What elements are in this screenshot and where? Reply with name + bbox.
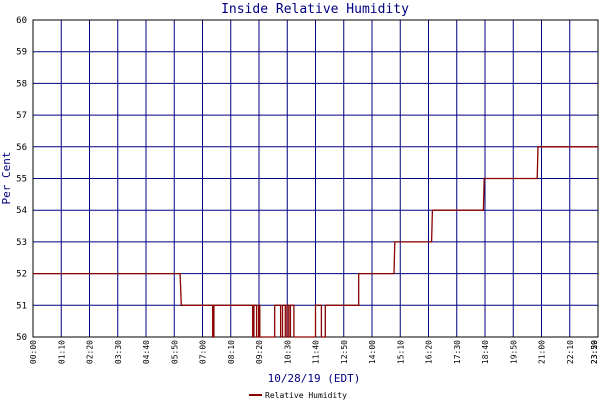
- y-tick-label: 53: [16, 238, 27, 248]
- x-axis-label: 10/28/19 (EDT): [268, 372, 361, 385]
- x-tick-label: 03:30: [114, 340, 123, 364]
- y-tick-label: 56: [16, 143, 27, 153]
- series-line-relative-humidity: [33, 146, 598, 338]
- y-tick-labels: 50 51 52 53 54 55 56 57 58 59 60: [16, 16, 27, 343]
- x-tick-labels: 00:00 01:10 02:20 03:30 04:40 05:50 07:00 08:10…: [29, 340, 599, 364]
- x-tick-label: 04:40: [142, 340, 151, 364]
- y-tick-label: 55: [16, 175, 27, 185]
- x-tick-label: 01:10: [57, 340, 66, 364]
- x-tick-label: 15:10: [396, 340, 405, 364]
- x-tick-label: 17:30: [453, 340, 462, 364]
- x-tick-label: 05:50: [170, 340, 179, 364]
- x-tick-label: 00:00: [29, 340, 38, 364]
- y-tick-label: 50: [16, 333, 27, 343]
- legend: Relative Humidity: [249, 391, 347, 400]
- x-tick-label: 02:20: [86, 340, 95, 364]
- y-tick-label: 54: [16, 206, 27, 216]
- x-tick-label: 10:30: [283, 340, 292, 364]
- y-tick-label: 58: [16, 79, 27, 89]
- x-tick-label: 07:00: [199, 340, 208, 364]
- x-tick-label: 16:20: [425, 340, 434, 364]
- y-tick-label: 59: [16, 48, 27, 58]
- y-tick-label: 60: [16, 16, 27, 26]
- x-tick-label: 21:00: [538, 340, 547, 364]
- chart-title: Inside Relative Humidity: [221, 2, 409, 17]
- x-tick-label: 23:59: [590, 340, 599, 364]
- x-tick-label: 09:20: [255, 340, 264, 364]
- y-tick-label: 52: [16, 270, 27, 280]
- x-tick-label: 12:50: [340, 340, 349, 364]
- y-axis-label: Per Cent: [0, 152, 13, 205]
- x-tick-label: 08:10: [227, 340, 236, 364]
- x-tick-label: 11:40: [312, 340, 321, 364]
- legend-label: Relative Humidity: [265, 391, 347, 400]
- x-tick-label: 23:20: [590, 340, 599, 364]
- x-tick-label: 14:00: [368, 340, 377, 364]
- x-tick-label: 19:50: [509, 340, 518, 364]
- y-tick-label: 51: [16, 301, 27, 311]
- x-tick-label: 22:10: [566, 340, 575, 364]
- y-tick-label: 57: [16, 111, 27, 121]
- x-tick-label: 18:40: [481, 340, 490, 364]
